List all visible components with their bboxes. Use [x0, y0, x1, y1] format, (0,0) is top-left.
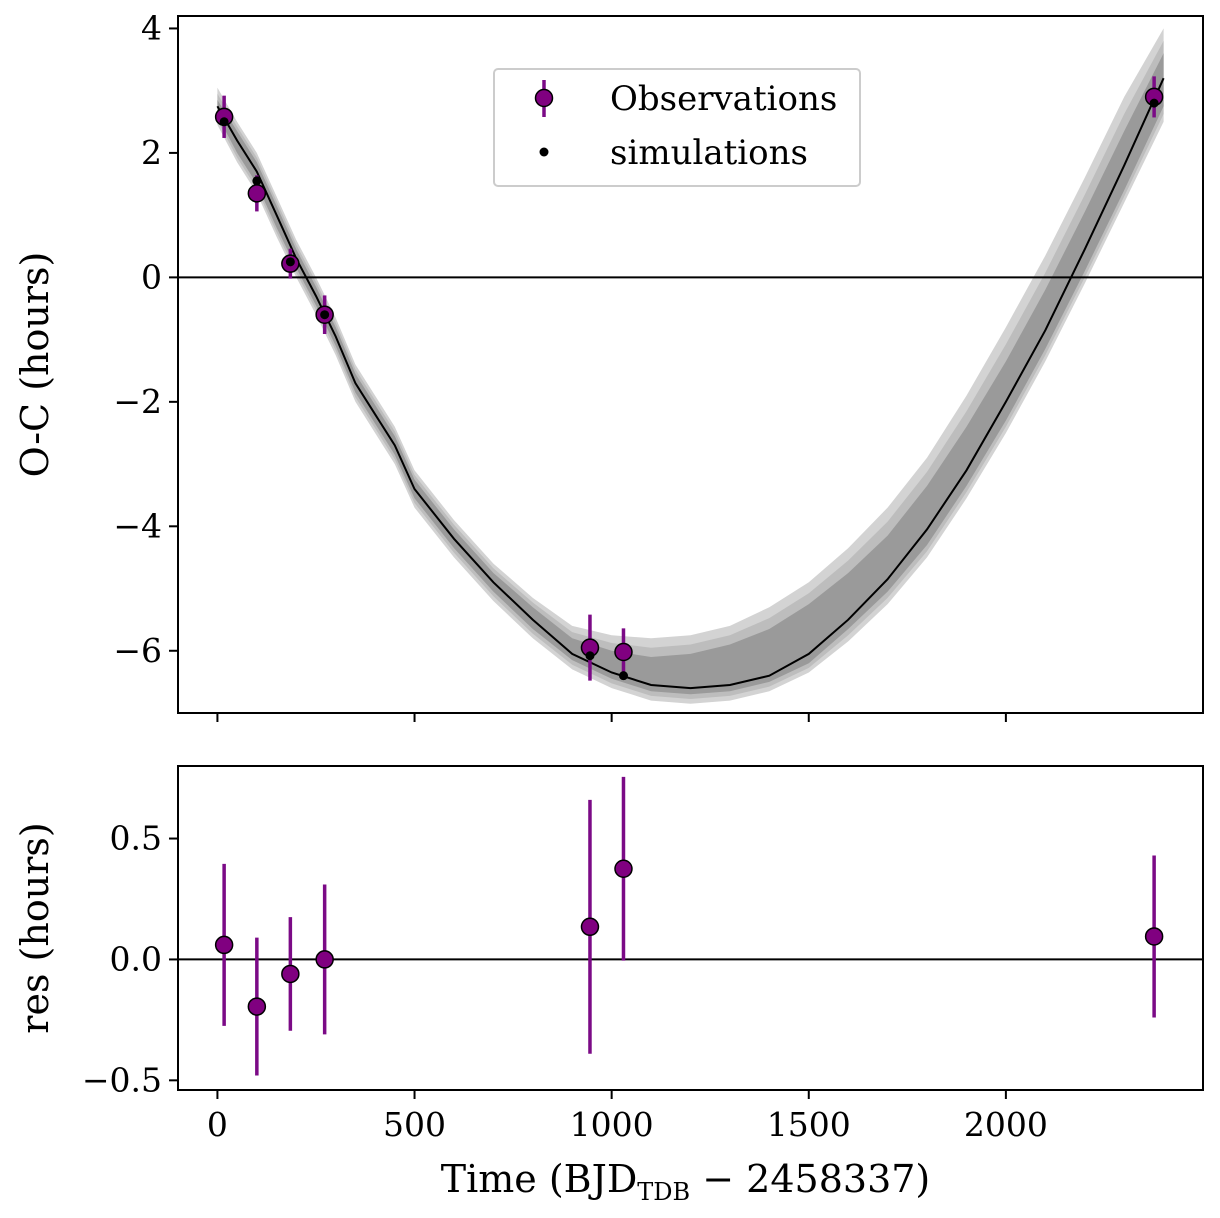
residual-point — [281, 964, 300, 984]
residual-data-marks — [214, 776, 1164, 1076]
x-axis-label: Time (BJDTDB − 2458337) — [441, 1157, 931, 1206]
x-tick-label: 500 — [383, 1105, 446, 1144]
legend-simulations-label: simulations — [610, 133, 808, 173]
oc-axes-frame — [177, 15, 1204, 714]
oc-y-tick-label: −6 — [113, 631, 162, 670]
observation-point — [247, 184, 267, 203]
residual-point — [580, 917, 600, 937]
simulation-point — [252, 176, 262, 186]
legend-observations-marker — [534, 88, 554, 108]
residual-y-tick-label: 0.5 — [110, 819, 162, 858]
legend: Observations simulations — [493, 68, 861, 187]
oc-y-axis-label: O-C (hours) — [13, 252, 57, 478]
residual-x-ticks: 0 500 1000 1500 2000 — [207, 1090, 1048, 1144]
residual-y-tick-label: −0.5 — [82, 1060, 162, 1099]
residuals-panel: 0.50.0−0.5 0 500 1000 1500 2000 res (hours) … — [13, 765, 1204, 1206]
residual-point — [315, 950, 334, 969]
residual-point — [614, 859, 633, 879]
oc-x-ticks — [216, 713, 1007, 722]
residual-axes-frame — [177, 765, 1204, 1091]
model-band — [216, 28, 1165, 704]
residual-point — [214, 935, 234, 955]
x-tick-label: 2000 — [964, 1105, 1048, 1144]
x-axis-label-suffix: − 2458337) — [690, 1157, 930, 1201]
oc-y-tick-label: 0 — [141, 257, 162, 296]
oc-y-tick-label: −2 — [113, 382, 162, 421]
x-tick-label: 1000 — [570, 1105, 654, 1144]
simulation-point — [285, 257, 295, 267]
oc-panel: 4 2 0 −2 −4 −6 O-C (hours) Observations simul… — [13, 8, 1204, 722]
x-tick-label: 1500 — [767, 1105, 851, 1144]
residual-y-tick-label: 0.0 — [110, 939, 162, 978]
oc-y-ticks: 4 2 0 −2 −4 −6 — [113, 8, 178, 670]
observation-point — [614, 642, 633, 662]
oc-data-marks — [214, 76, 1164, 681]
residual-y-ticks: 0.5 0.0 −0.5 — [82, 819, 178, 1099]
simulation-point — [219, 117, 229, 127]
legend-simulations-marker — [539, 147, 549, 157]
oc-y-tick-label: 2 — [141, 133, 162, 172]
residual-point — [247, 997, 267, 1016]
simulation-point — [1149, 98, 1159, 108]
legend-box — [493, 68, 861, 187]
oc-y-tick-label: −4 — [113, 506, 162, 545]
x-tick-label: 0 — [207, 1105, 228, 1144]
x-axis-label-subscript: TDB — [637, 1178, 690, 1206]
simulation-point — [618, 671, 628, 681]
model-median-line — [216, 77, 1165, 690]
model-band-inner — [217, 53, 1164, 695]
simulation-point — [320, 310, 330, 320]
legend-observations-label: Observations — [610, 79, 837, 119]
residual-y-axis-label: res (hours) — [13, 822, 57, 1033]
x-axis-label-main: Time (BJD — [441, 1157, 638, 1201]
oc-y-tick-label: 4 — [141, 8, 162, 47]
residual-point — [1144, 927, 1164, 946]
simulation-point — [585, 651, 595, 661]
